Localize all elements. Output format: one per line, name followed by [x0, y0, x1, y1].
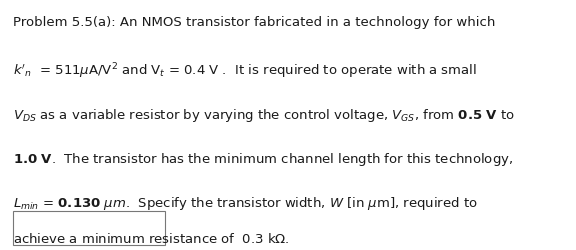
Text: $\mathbf{1.0\ V}$.  The transistor has the minimum channel length for this techn: $\mathbf{1.0\ V}$. The transistor has th… — [13, 150, 513, 167]
Text: $V_{DS}$ as a variable resistor by varying the control voltage, $V_{GS}$, from $: $V_{DS}$ as a variable resistor by varyi… — [13, 106, 514, 123]
Text: Problem 5.5(a): An NMOS transistor fabricated in a technology for which: Problem 5.5(a): An NMOS transistor fabri… — [13, 16, 495, 29]
Text: $L_{min}$ = $\mathbf{0.130}$ $\mathit{\mu m}$.  Specify the transistor width, $W: $L_{min}$ = $\mathbf{0.130}$ $\mathit{\m… — [13, 194, 478, 211]
FancyBboxPatch shape — [13, 211, 165, 245]
Text: achieve a minimum resistance of  0.3 k$\Omega$.: achieve a minimum resistance of 0.3 k$\O… — [13, 231, 289, 245]
Text: $k'_n$  = 511$\mu$A/V$^2$ and V$_t$ = 0.4 V .  It is required to operate with a : $k'_n$ = 511$\mu$A/V$^2$ and V$_t$ = 0.4… — [13, 61, 477, 81]
